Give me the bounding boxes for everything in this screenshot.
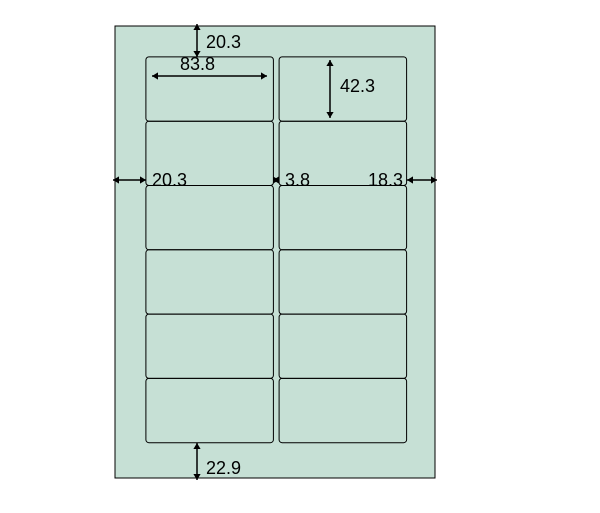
label-sheet-diagram: 20.3 22.9 20.3 18.3 3.8 83.8 42.3 — [0, 0, 600, 513]
dim-label-right-margin: 18.3 — [368, 170, 403, 190]
dim-label-bottom-margin: 22.9 — [206, 458, 241, 478]
sheet-outline — [115, 26, 435, 478]
dim-label-col-gap: 3.8 — [285, 170, 310, 190]
dim-label-cell-width: 83.8 — [180, 54, 215, 74]
dim-label-left-margin: 20.3 — [152, 170, 187, 190]
dim-label-top-margin: 20.3 — [206, 32, 241, 52]
dim-label-cell-height: 42.3 — [340, 76, 375, 96]
